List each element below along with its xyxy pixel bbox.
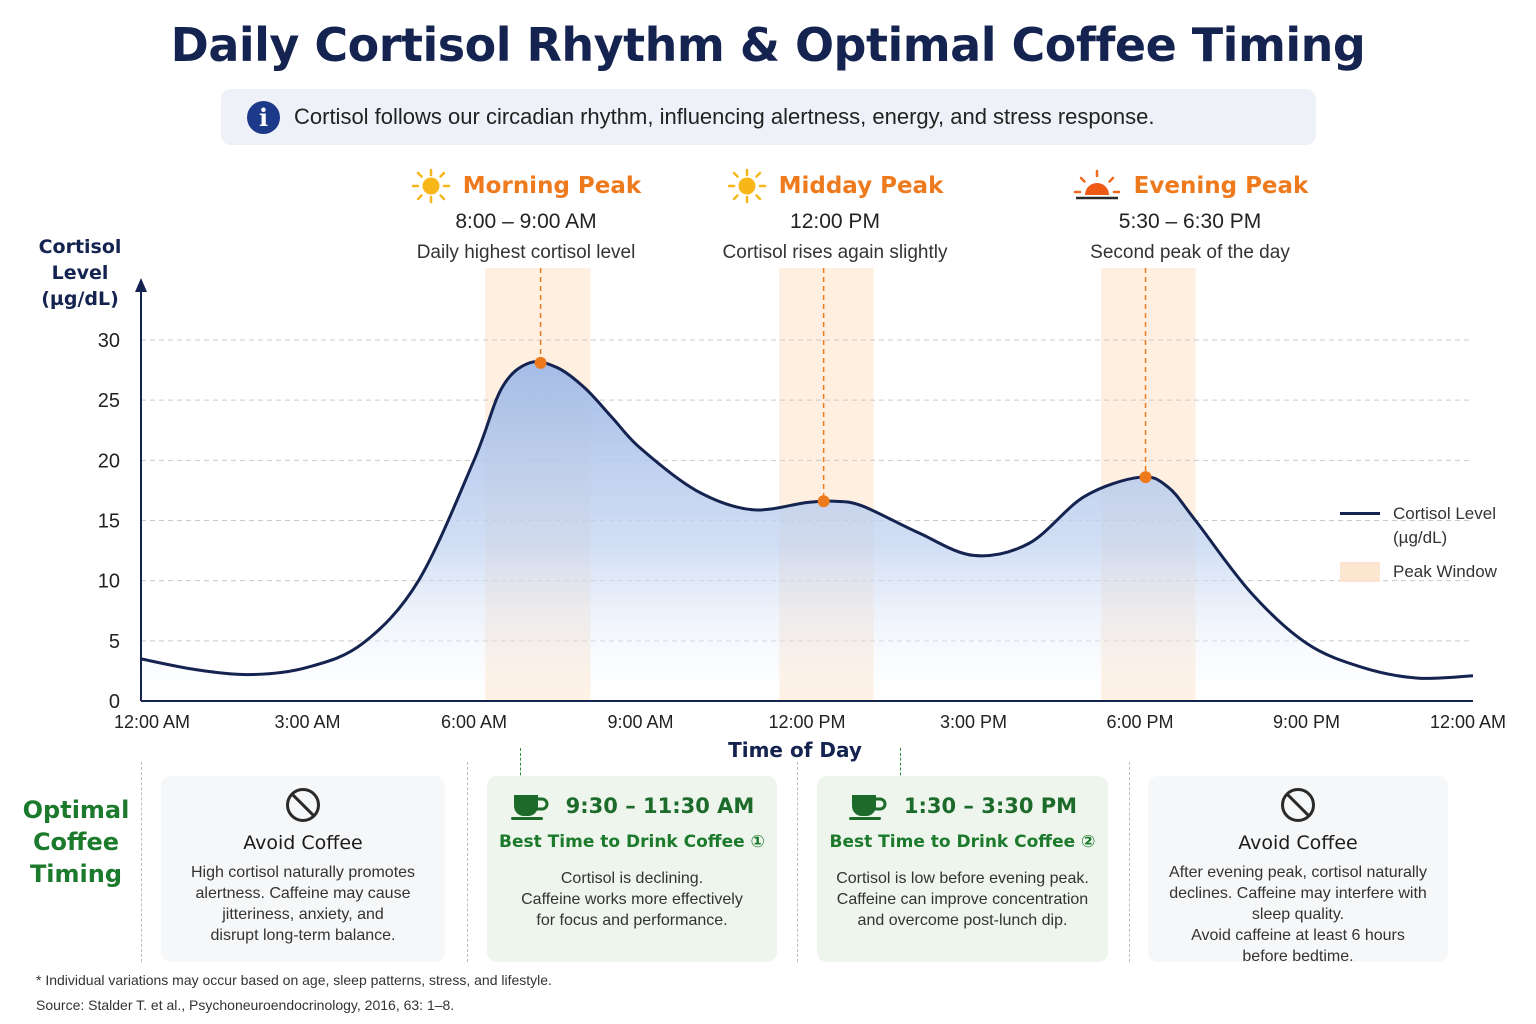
peak-time: 8:00 – 9:00 AM (455, 210, 597, 233)
peak-description: Cortisol rises again slightly (722, 242, 948, 263)
card-body-line: High cortisol naturally promotes (190, 864, 416, 881)
peak-marker (534, 356, 547, 369)
card-body-line: disrupt long-term balance. (210, 927, 396, 944)
legend-item-peak-window: Peak Window (1340, 562, 1523, 582)
timing-card-avoid-morning: Avoid Coffee High cortisol naturally pro… (161, 776, 445, 962)
no-coffee-icon (1281, 788, 1315, 822)
timing-card-best-2: 1:30 – 3:30 PM Best Time to Drink Coffee… (817, 776, 1108, 962)
peak-name: Morning Peak (462, 173, 642, 199)
legend-box-swatch (1340, 562, 1380, 582)
card-body-line: Caffeine works more effectively (521, 891, 743, 908)
card-body-line: alertness. Caffeine may cause (195, 885, 411, 902)
x-tick-label: 3:00 AM (274, 712, 340, 732)
legend-label: Cortisol Level (µg/dL) (1393, 504, 1496, 547)
x-tick-label: 12:00 PM (768, 712, 845, 732)
peak-midday: Midday Peak 12:00 PM Cortisol rises agai… (690, 168, 980, 264)
card-body-line: before bedtime. (1242, 948, 1354, 965)
card-body-line: declines. Caffeine may interfere with (1169, 885, 1427, 902)
peak-morning: Morning Peak 8:00 – 9:00 AM Daily highes… (386, 168, 666, 264)
peak-time: 12:00 PM (790, 210, 880, 233)
timing-card-avoid-evening: Avoid Coffee After evening peak, cortiso… (1148, 776, 1448, 965)
card-body-line: sleep quality. (1251, 906, 1345, 923)
legend-label: Peak Window (1393, 562, 1497, 581)
peak-evening: Evening Peak 5:30 – 6:30 PM Second peak … (1040, 168, 1340, 264)
x-tick-label: 3:00 PM (940, 712, 1007, 732)
no-coffee-icon (286, 788, 320, 822)
x-tick-label: 9:00 PM (1273, 712, 1340, 732)
info-banner: i Cortisol follows our circadian rhythm,… (221, 89, 1316, 145)
divider (797, 762, 798, 962)
source-citation: Source: Stalder T. et al., Psychoneuroen… (36, 997, 455, 1013)
card-subtitle: Best Time to Drink Coffee ② (829, 832, 1096, 852)
x-axis-label: Time of Day (728, 738, 862, 762)
x-tick-label: 12:00 AM (114, 712, 190, 732)
card-body-line: jitteriness, anxiety, and (222, 906, 384, 923)
sun-icon (727, 168, 766, 204)
card-title: Avoid Coffee (243, 832, 363, 854)
peak-description: Daily highest cortisol level (416, 242, 636, 263)
divider (1129, 762, 1130, 962)
y-axis-arrow-icon (135, 278, 147, 292)
y-axis-label: Cortisol Level (µg/dL) (38, 236, 122, 310)
y-tick-label: 30 (98, 330, 120, 352)
card-body-line: and overcome post-lunch dip. (857, 912, 1068, 929)
coffee-window-time: 1:30 – 3:30 PM (903, 794, 1078, 818)
y-tick-label: 5 (109, 631, 120, 653)
x-tick-label: 6:00 AM (441, 712, 507, 732)
coffee-window-marker (520, 748, 521, 790)
peak-marker (1139, 471, 1152, 484)
divider (467, 762, 468, 962)
info-icon: i (247, 100, 280, 134)
footnote: * Individual variations may occur based … (36, 972, 552, 988)
legend-line-swatch (1340, 512, 1380, 515)
page-title: Daily Cortisol Rhythm & Optimal Coffee T… (170, 18, 1366, 72)
x-tick-label: 12:00 AM (1430, 712, 1506, 732)
cortisol-area-fill (141, 361, 1473, 701)
card-title: Avoid Coffee (1238, 832, 1358, 854)
y-tick-label: 0 (109, 691, 120, 713)
timing-card-best-1: 9:30 – 11:30 AM Best Time to Drink Coffe… (487, 776, 777, 962)
card-body: Cortisol is declining. Caffeine works mo… (487, 868, 777, 931)
y-tick-label: 25 (98, 390, 120, 412)
coffee-cup-icon (510, 795, 549, 820)
cortisol-line (140, 360, 1474, 680)
card-body-line: Cortisol is declining. (560, 870, 704, 887)
card-body-line: for focus and performance. (536, 912, 728, 929)
coffee-window-time: 9:30 – 11:30 AM (565, 794, 755, 818)
coffee-cup-icon (848, 795, 887, 820)
sunset-icon (1073, 169, 1120, 200)
peak-name: Midday Peak (778, 173, 944, 199)
peak-description: Second peak of the day (1090, 242, 1290, 263)
card-body: Cortisol is low before evening peak. Caf… (817, 868, 1108, 931)
x-tick-label: 9:00 AM (607, 712, 673, 732)
y-tick-label: 15 (98, 511, 120, 533)
card-body: High cortisol naturally promotes alertne… (161, 862, 445, 946)
x-tick-label: 6:00 PM (1106, 712, 1173, 732)
card-body-line: Avoid caffeine at least 6 hours (1191, 927, 1405, 944)
info-text: Cortisol follows our circadian rhythm, i… (294, 104, 1155, 129)
y-tick-label: 20 (98, 450, 120, 472)
divider (141, 762, 142, 962)
y-tick-label: 10 (98, 571, 120, 593)
legend-item-cortisol: Cortisol Level (µg/dL) (1340, 502, 1523, 550)
timing-section-label: Optimal Coffee Timing (22, 796, 130, 888)
card-body-line: Caffeine can improve concentration (836, 891, 1089, 908)
peak-time: 5:30 – 6:30 PM (1118, 210, 1262, 233)
card-body-line: Cortisol is low before evening peak. (836, 870, 1089, 887)
coffee-window-marker (900, 748, 901, 790)
card-body: After evening peak, cortisol naturally d… (1148, 862, 1448, 967)
card-subtitle: Best Time to Drink Coffee ① (499, 832, 765, 852)
peak-name: Evening Peak (1133, 173, 1309, 199)
card-body-line: After evening peak, cortisol naturally (1169, 864, 1427, 881)
peak-marker (817, 495, 830, 508)
chart-legend: Cortisol Level (µg/dL) Peak Window (1340, 502, 1523, 582)
sun-icon (411, 168, 451, 204)
